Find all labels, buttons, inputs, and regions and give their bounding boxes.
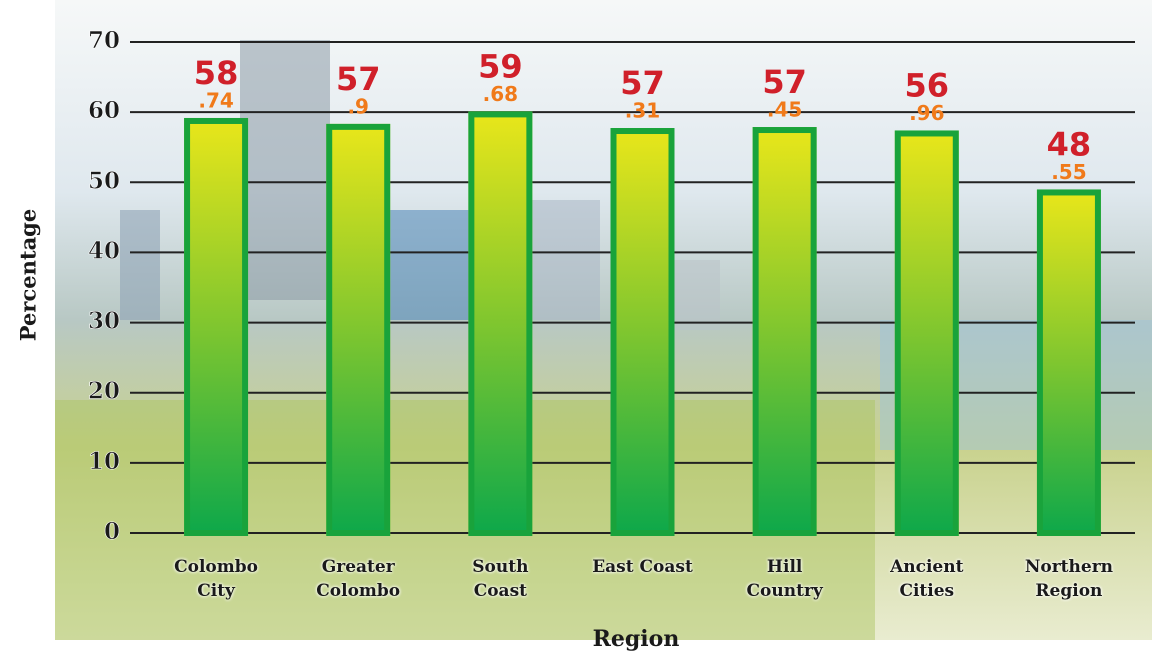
building [120, 210, 160, 320]
value-label: 57 [336, 60, 381, 98]
building [520, 200, 600, 320]
bar [468, 111, 533, 537]
value-label-fraction: .96 [909, 101, 944, 125]
value-label-fraction: .74 [198, 88, 233, 112]
value-label: 59 [478, 47, 523, 85]
y-tick-label: 50 [88, 167, 120, 194]
bar [326, 123, 391, 536]
x-tick-label: Ancient Cities [890, 557, 964, 601]
x-tick-label: East Coast [592, 557, 693, 577]
y-tick-label: 0 [104, 518, 120, 545]
x-axis-title: Region [593, 626, 680, 652]
value-label: 56 [905, 66, 950, 104]
y-tick-label: 70 [88, 27, 120, 54]
value-label-fraction: .55 [1051, 160, 1086, 184]
y-tick-label: 30 [88, 308, 120, 335]
y-tick-label: 20 [88, 378, 120, 405]
lawn [55, 400, 875, 640]
bar [1036, 189, 1101, 536]
y-tick-label: 10 [88, 448, 120, 475]
value-label: 58 [194, 54, 239, 92]
value-label: 48 [1047, 125, 1092, 163]
bar [184, 117, 249, 536]
value-label-fraction: .68 [483, 82, 518, 106]
bar [752, 127, 817, 536]
building [240, 40, 330, 300]
value-label: 57 [620, 64, 665, 102]
x-tick-label: South Coast [472, 557, 529, 601]
y-axis-title: Percentage [16, 209, 41, 341]
x-tick-label: Greater Colombo [316, 557, 401, 601]
x-tick-label: Hill Country [746, 557, 823, 601]
bar [610, 128, 675, 536]
value-label: 57 [762, 63, 807, 101]
value-label-fraction: .9 [347, 94, 369, 118]
value-label-fraction: .31 [625, 99, 660, 123]
x-tick-label: Colombo City [174, 557, 258, 601]
bar [894, 130, 959, 536]
x-tick-label: Northern Region [1024, 557, 1114, 601]
value-label-fraction: .45 [767, 98, 802, 122]
y-tick-label: 60 [88, 97, 120, 124]
y-tick-label: 40 [88, 237, 120, 264]
